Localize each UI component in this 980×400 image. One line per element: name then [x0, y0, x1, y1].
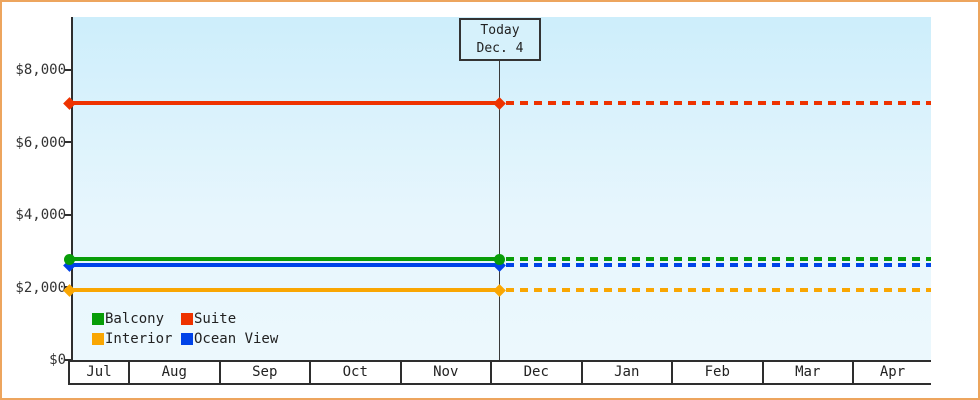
legend-item-interior: Interior [92, 332, 172, 346]
interior-forecast-line [506, 288, 931, 293]
ocean-view-forecast-line [506, 263, 931, 268]
suite-legend-swatch [181, 313, 193, 325]
month-cell-feb: Feb [673, 362, 764, 383]
y-tick-8000 [65, 69, 73, 71]
today-label: Today [480, 22, 520, 38]
interior-legend-swatch [92, 333, 104, 345]
month-cell-nov: Nov [402, 362, 492, 383]
y-axis-label: $4,000 [15, 207, 66, 223]
ocean-view-price-line [71, 263, 500, 268]
month-cell-dec: Dec [492, 362, 583, 383]
today-callout: Today Dec. 4 [459, 18, 541, 61]
balcony-today-marker [494, 253, 505, 265]
legend-item-balcony: Balcony [92, 312, 164, 326]
month-cell-jan: Jan [583, 362, 673, 383]
balcony-forecast-line [506, 257, 931, 262]
balcony-legend-swatch [92, 313, 104, 325]
month-cell-sep: Sep [221, 362, 311, 383]
legend-label: Interior [105, 331, 173, 347]
y-tick-4000 [65, 214, 73, 216]
suite-forecast-line [506, 101, 931, 106]
month-cell-aug: Aug [130, 362, 221, 383]
y-axis-label: $0 [49, 352, 66, 368]
legend-label: Balcony [105, 311, 165, 327]
y-axis-label: $6,000 [15, 135, 66, 151]
legend-label: Ocean View [194, 331, 279, 347]
legend-item-ocean-view: Ocean View [181, 332, 278, 346]
plot-area [73, 17, 931, 360]
y-axis-label: $2,000 [15, 280, 66, 296]
x-axis-month-band: Jul Aug Sep Oct Nov Dec Jan Feb Mar Apr [68, 360, 931, 385]
today-date: Dec. 4 [476, 40, 524, 56]
ocean-view-legend-swatch [181, 333, 193, 345]
legend-label: Suite [194, 311, 237, 327]
y-axis-label: $8,000 [15, 62, 66, 78]
month-cell-apr: Apr [879, 364, 906, 380]
today-vertical-line [499, 61, 500, 360]
balcony-start-marker [64, 253, 75, 265]
suite-price-line [71, 101, 500, 106]
interior-price-line [71, 288, 500, 293]
month-cell-oct: Oct [311, 362, 402, 383]
legend-item-suite: Suite [181, 312, 236, 326]
y-tick-6000 [65, 141, 73, 143]
y-axis-line [71, 17, 73, 364]
month-cell-mar: Mar [764, 362, 854, 383]
balcony-price-line [71, 257, 500, 262]
month-cell-jul: Jul [70, 362, 130, 383]
